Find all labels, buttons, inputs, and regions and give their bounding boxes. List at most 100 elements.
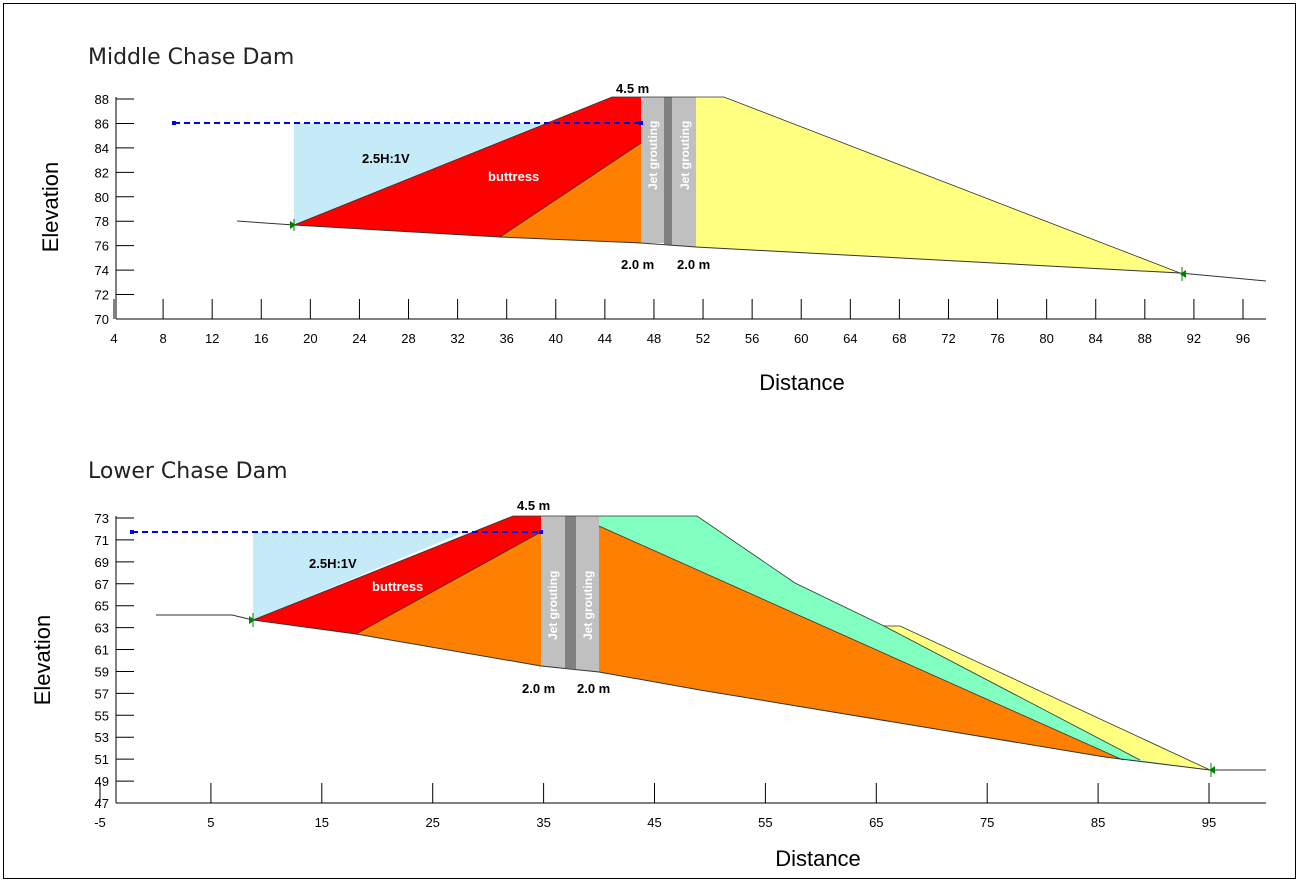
downstream-shell-zone	[696, 97, 1180, 273]
crest-width-label: 4.5 m	[616, 81, 649, 96]
core-filter-boundary	[598, 525, 1124, 761]
y-tick-label: 74	[95, 263, 109, 278]
x-tick-label: 64	[843, 331, 857, 346]
x-tick-label: 85	[1091, 815, 1105, 830]
y-tick-label: 88	[95, 92, 109, 107]
water-level-marker-left	[172, 121, 176, 125]
x-tick-label: 80	[1039, 331, 1053, 346]
buttress-zone	[294, 97, 641, 237]
y-tick-label: 84	[95, 141, 109, 156]
x-tick-label: 48	[647, 331, 661, 346]
grout-width-label-left: 2.0 m	[522, 681, 555, 696]
jet-grout-column-right	[672, 97, 696, 247]
jet-grouting-label-right: Jet grouting	[581, 571, 595, 640]
slip-marker-left	[290, 219, 296, 231]
x-tick-label: 15	[315, 815, 329, 830]
grout-width-label-right: 2.0 m	[577, 681, 610, 696]
downstream-filter-zone	[599, 516, 1210, 770]
buttress-label: buttress	[488, 169, 539, 184]
x-axis-label: Distance	[759, 370, 845, 395]
x-tick-label: 4	[110, 331, 117, 346]
buttress-core-boundary	[355, 531, 542, 635]
x-tick-label: 16	[254, 331, 268, 346]
water-level-marker-right	[539, 530, 543, 534]
crest-width-label: 4.5 m	[517, 498, 550, 513]
y-tick-label: 61	[95, 643, 109, 658]
water-level-marker-right	[639, 121, 643, 125]
y-tick-label: 69	[95, 555, 109, 570]
dam-outline	[252, 515, 1211, 771]
x-tick-label: 96	[1236, 331, 1250, 346]
x-tick-label: 56	[745, 331, 759, 346]
y-tick-label: 76	[95, 239, 109, 254]
x-tick-label: 12	[205, 331, 219, 346]
jet-grouting-label-left: Jet grouting	[646, 121, 660, 190]
x-tick-label: -5	[94, 815, 106, 830]
y-axis-label: Elevation	[30, 615, 55, 706]
y-tick-label: 55	[95, 708, 109, 723]
x-tick-label: 68	[892, 331, 906, 346]
y-axis-label: Elevation	[38, 162, 63, 253]
panel-title: Lower Chase Dam	[88, 459, 288, 484]
dam-outline	[293, 96, 1181, 274]
buttress-label: buttress	[372, 579, 423, 594]
x-tick-label: 72	[941, 331, 955, 346]
slip-marker-right	[1209, 763, 1215, 777]
y-tick-label: 63	[95, 621, 109, 636]
x-tick-label: 35	[536, 815, 550, 830]
x-tick-label: 8	[159, 331, 166, 346]
y-tick-label: 47	[95, 796, 109, 811]
x-tick-label: 75	[980, 815, 994, 830]
grout-width-label-right: 2.0 m	[677, 257, 710, 272]
grout-width-label-left: 2.0 m	[621, 257, 654, 272]
figure-frame	[3, 3, 1296, 879]
reservoir-water-area	[253, 532, 464, 620]
x-tick-label: 95	[1202, 815, 1216, 830]
panel-middle-chase-dam: Middle Chase Dam 4.5 m 2.5H:1V buttress …	[38, 45, 1267, 395]
jet-grout-separator	[664, 97, 672, 245]
y-tick-label: 71	[95, 533, 109, 548]
x-tick-label: 45	[647, 815, 661, 830]
x-tick-label: 20	[303, 331, 317, 346]
core-fill-zone	[356, 532, 541, 666]
y-tick-label: 51	[95, 752, 109, 767]
x-tick-label: 65	[869, 815, 883, 830]
y-tick-label: 59	[95, 664, 109, 679]
x-axis: 4 8 12 16 20 24 28 32 36 40 44 48 52 56 60 64 68 72 76 80 84…	[110, 299, 1266, 346]
y-tick-label: 86	[95, 116, 109, 131]
x-tick-label: 25	[425, 815, 439, 830]
y-tick-label: 49	[95, 774, 109, 789]
slip-marker-right	[1180, 267, 1186, 281]
jet-grout-column-right	[576, 516, 599, 672]
x-tick-label: 36	[499, 331, 513, 346]
jet-grout-column-left	[541, 516, 565, 668]
x-tick-label: 28	[401, 331, 415, 346]
buttress-zone	[253, 516, 541, 634]
jet-grout-column-left	[641, 97, 664, 243]
y-tick-label: 67	[95, 577, 109, 592]
x-tick-label: 92	[1187, 331, 1201, 346]
slope-ratio-label: 2.5H:1V	[362, 151, 410, 166]
x-axis: -5 5 15 25 35 45 55 65 75 85 95	[94, 783, 1266, 830]
slip-marker-left	[249, 613, 255, 627]
jet-grout-separator	[565, 516, 576, 669]
core-fill-zone	[500, 143, 641, 243]
y-tick-label: 70	[95, 312, 109, 327]
x-tick-label: 55	[758, 815, 772, 830]
x-tick-label: 88	[1138, 331, 1152, 346]
y-tick-label: 82	[95, 165, 109, 180]
downstream-shell-zone	[884, 626, 1210, 770]
y-tick-label: 80	[95, 190, 109, 205]
x-tick-label: 60	[794, 331, 808, 346]
x-tick-label: 76	[990, 331, 1004, 346]
x-tick-label: 32	[450, 331, 464, 346]
y-tick-label: 57	[95, 686, 109, 701]
x-tick-label: 44	[598, 331, 612, 346]
y-tick-label: 65	[95, 599, 109, 614]
jet-grouting-label-right: Jet grouting	[678, 121, 692, 190]
filter-shell-boundary	[883, 625, 1141, 761]
water-level-marker-left	[130, 530, 134, 534]
y-tick-label: 78	[95, 214, 109, 229]
y-tick-label: 53	[95, 730, 109, 745]
